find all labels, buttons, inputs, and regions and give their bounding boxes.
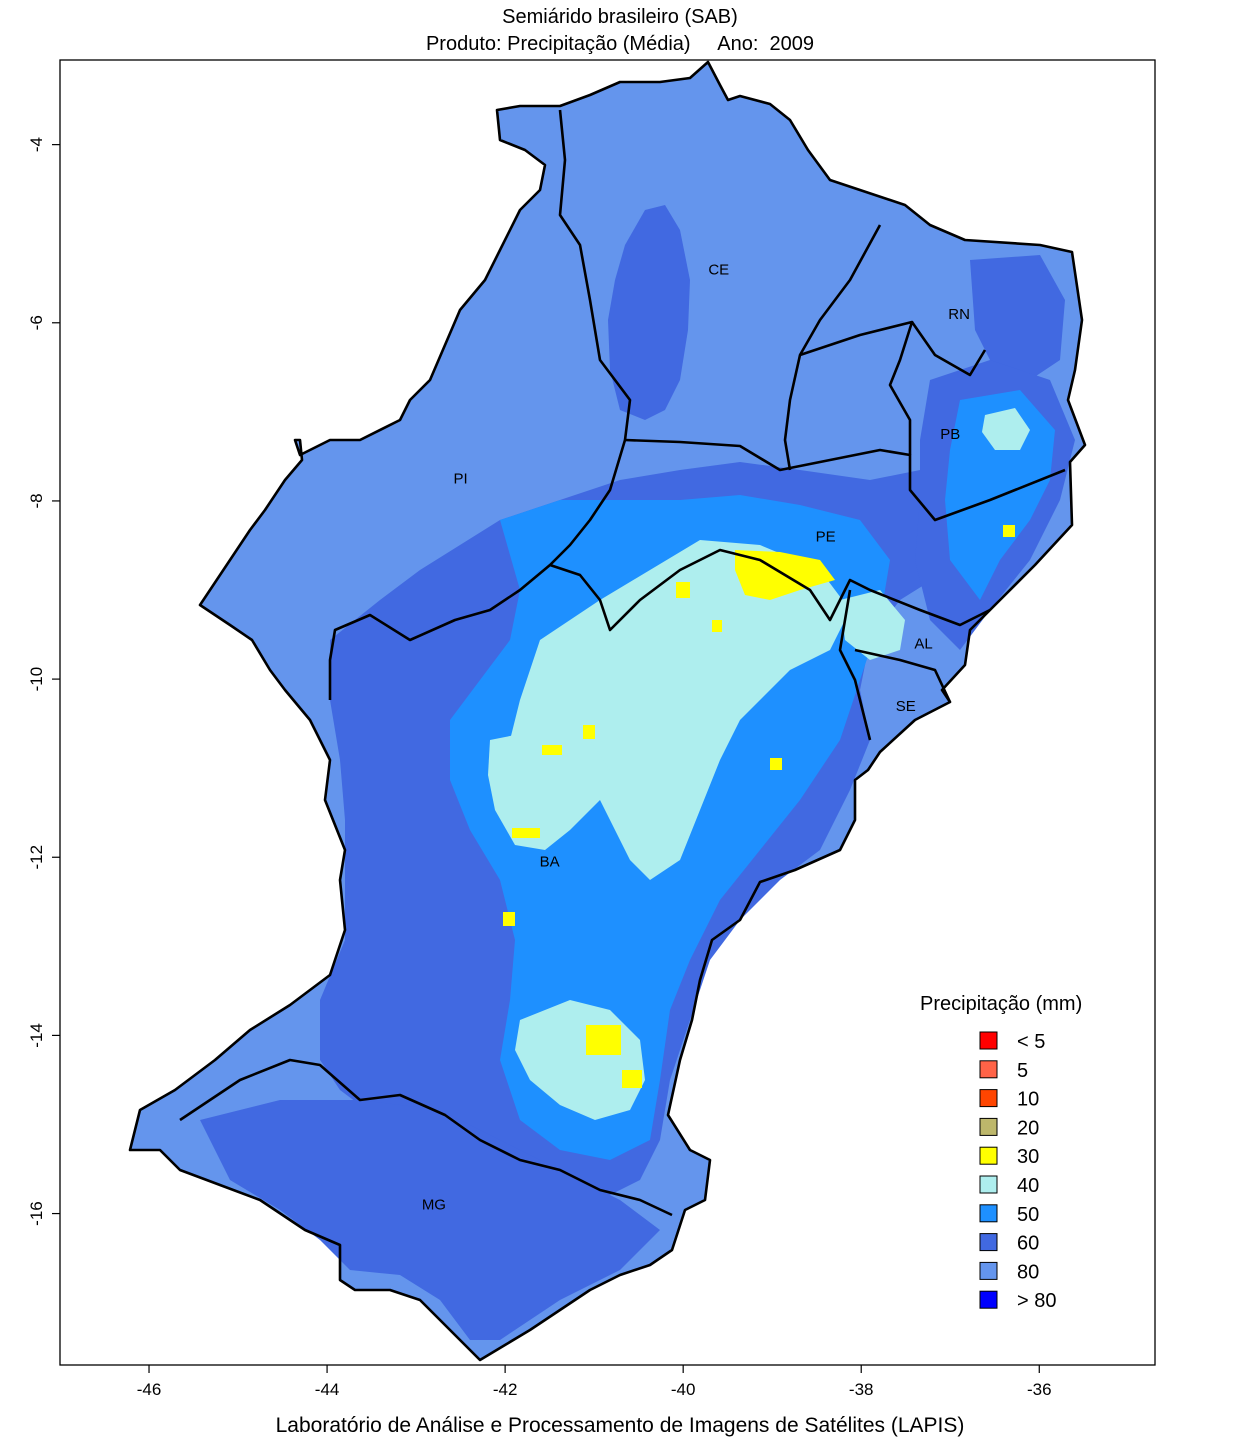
legend-label: 60 xyxy=(1017,1233,1039,1255)
state-label-pi: PI xyxy=(454,471,468,488)
zone-30-spot xyxy=(503,912,515,926)
y-tick-label: -12 xyxy=(27,845,46,870)
zone-30-spot xyxy=(542,745,562,755)
y-tick-label: -10 xyxy=(27,667,46,692)
zone-40-central xyxy=(510,540,850,880)
legend-label: 30 xyxy=(1017,1146,1039,1168)
y-tick-label: -6 xyxy=(27,315,46,330)
legend-label: 40 xyxy=(1017,1175,1039,1197)
zone-30-spot xyxy=(770,758,782,770)
map-subtitle: Produto: Precipitação (Média) Ano: 2009 xyxy=(0,33,1240,56)
legend-swatch xyxy=(979,1175,998,1194)
footer-credit: Laboratório de Análise e Processamento d… xyxy=(275,1414,965,1437)
state-label-al: AL xyxy=(914,635,932,652)
x-tick-label: -42 xyxy=(493,1380,518,1399)
zone-40-ba-west xyxy=(488,730,610,850)
y-axis: -4 -6 -8 -10 -12 -14 -16 xyxy=(27,137,60,1226)
x-tick-label: -38 xyxy=(849,1380,874,1399)
legend: Precipitação (mm) < 5 5 10 20 30 40 50 60 80 > 80 xyxy=(920,993,1082,1312)
zone-30-spot xyxy=(512,828,540,838)
state-label-pb: PB xyxy=(940,426,960,443)
legend-label: 20 xyxy=(1017,1117,1039,1139)
legend-label: < 5 xyxy=(1017,1031,1045,1053)
x-axis: -46 -44 -42 -40 -38 -36 xyxy=(137,1365,1052,1399)
legend-label: 5 xyxy=(1017,1060,1028,1082)
zone-60-rn xyxy=(970,255,1065,380)
legend-label: 80 xyxy=(1017,1261,1039,1283)
state-label-pe: PE xyxy=(816,529,836,546)
x-tick-label: -36 xyxy=(1027,1380,1052,1399)
legend-swatch xyxy=(979,1290,998,1309)
zone-30-spot xyxy=(1003,525,1015,537)
product-label: Produto: Precipitação (Média) xyxy=(425,33,691,55)
x-tick-label: -44 xyxy=(315,1380,340,1399)
legend-title: Precipitação (mm) xyxy=(920,993,1082,1015)
legend-swatch xyxy=(979,1233,998,1252)
legend-swatch xyxy=(979,1089,998,1108)
legend-label: > 80 xyxy=(1017,1290,1056,1312)
legend-swatch xyxy=(979,1117,998,1136)
state-label-ce: CE xyxy=(708,261,729,278)
zone-30-spot xyxy=(712,620,722,632)
legend-swatch xyxy=(979,1146,998,1165)
y-tick-label: -8 xyxy=(27,493,46,508)
zone-30-spot xyxy=(676,582,690,598)
zone-30-spot xyxy=(586,1025,621,1055)
zone-40-pb xyxy=(982,408,1030,450)
x-tick-label: -40 xyxy=(671,1380,696,1399)
state-boundaries xyxy=(128,60,1087,1362)
legend-label: 50 xyxy=(1017,1204,1039,1226)
plot-frame xyxy=(59,59,1156,1366)
y-tick-label: -14 xyxy=(27,1023,46,1048)
x-tick-label: -46 xyxy=(137,1380,162,1399)
state-label-ba: BA xyxy=(540,854,560,871)
state-labels: CE RN PB PI PE AL SE BA MG xyxy=(422,261,970,1213)
state-label-mg: MG xyxy=(422,1197,446,1214)
zone-30-spot xyxy=(583,725,595,739)
zone-60-ceara xyxy=(608,205,690,420)
legend-swatch xyxy=(979,1031,998,1050)
y-tick-label: -4 xyxy=(27,137,46,152)
legend-label: 10 xyxy=(1017,1089,1039,1111)
map-title: Semiárido brasileiro (SAB) xyxy=(502,6,738,28)
legend-swatch xyxy=(979,1204,998,1223)
zone-30-spot xyxy=(622,1070,642,1088)
zone-40-al xyxy=(840,590,905,660)
y-tick-label: -16 xyxy=(27,1201,46,1226)
legend-swatch xyxy=(979,1060,998,1079)
zone-60-south xyxy=(200,1100,660,1340)
state-label-rn: RN xyxy=(948,306,970,323)
state-label-se: SE xyxy=(896,698,916,715)
year-value: 2009 xyxy=(769,33,815,55)
legend-swatch xyxy=(979,1261,998,1280)
year-label: Ano: xyxy=(717,33,759,55)
